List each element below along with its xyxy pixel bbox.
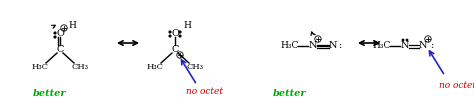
Text: better: better <box>33 88 67 97</box>
Text: N: N <box>401 42 409 50</box>
Text: no octet: no octet <box>186 87 224 96</box>
Circle shape <box>169 35 171 37</box>
Text: H₃C: H₃C <box>31 63 48 71</box>
Text: H₃C: H₃C <box>146 63 164 71</box>
Text: N: N <box>309 42 317 50</box>
Text: better: better <box>273 88 307 97</box>
Text: H₃C: H₃C <box>373 42 391 50</box>
Text: H: H <box>68 21 76 29</box>
Text: CH₃: CH₃ <box>186 63 203 71</box>
Text: O: O <box>56 28 64 37</box>
Circle shape <box>54 36 56 38</box>
Text: CH₃: CH₃ <box>72 63 89 71</box>
Text: H₃C: H₃C <box>281 42 299 50</box>
Text: O: O <box>171 28 179 37</box>
Text: N: N <box>419 42 427 50</box>
Circle shape <box>179 31 181 33</box>
Circle shape <box>402 39 404 41</box>
Text: :: : <box>339 42 343 50</box>
Text: N: N <box>329 42 337 50</box>
Circle shape <box>179 35 181 37</box>
Text: H: H <box>183 21 191 29</box>
Circle shape <box>406 39 408 41</box>
Circle shape <box>54 32 56 34</box>
Text: no octet: no octet <box>439 82 474 90</box>
Text: :: : <box>431 42 435 50</box>
Text: C: C <box>56 45 64 55</box>
Circle shape <box>169 31 171 33</box>
Text: C: C <box>171 45 179 55</box>
